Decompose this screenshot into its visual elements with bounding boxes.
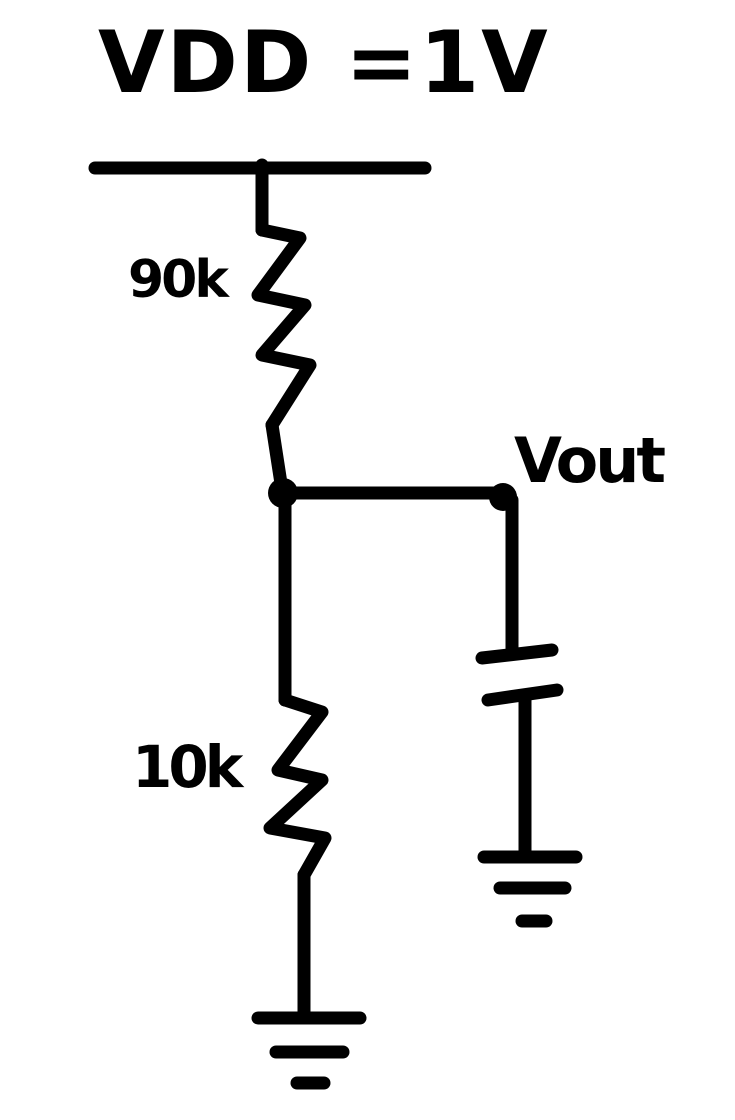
vdd-label: VDD =1V <box>98 13 550 113</box>
bottom-resistor <box>263 693 332 882</box>
top-resistor-label: 90k <box>128 250 229 310</box>
capacitor-top-plate <box>475 643 559 665</box>
top-resistor <box>251 223 317 432</box>
ground-symbol-capacitor <box>477 850 583 928</box>
ground-symbol-resistor <box>251 1011 367 1090</box>
vout-label: Vout <box>514 424 666 497</box>
bottom-resistor-label: 10k <box>132 733 243 801</box>
capacitor <box>475 643 564 707</box>
